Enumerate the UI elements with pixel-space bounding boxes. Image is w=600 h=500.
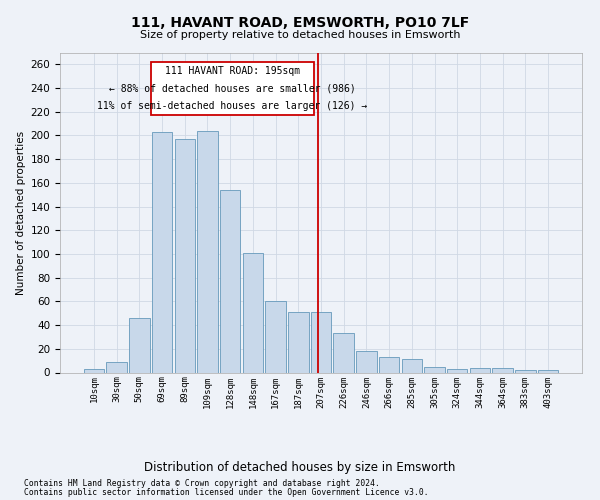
Text: Distribution of detached houses by size in Emsworth: Distribution of detached houses by size …	[145, 461, 455, 474]
Bar	[265, 302, 286, 372]
Bar	[288, 312, 308, 372]
Text: Contains public sector information licensed under the Open Government Licence v3: Contains public sector information licen…	[24, 488, 428, 497]
FancyBboxPatch shape	[151, 62, 314, 116]
Bar	[515, 370, 536, 372]
Text: Size of property relative to detached houses in Emsworth: Size of property relative to detached ho…	[140, 30, 460, 40]
Bar	[197, 130, 218, 372]
Bar	[334, 334, 354, 372]
Text: ← 88% of detached houses are smaller (986): ← 88% of detached houses are smaller (98…	[109, 84, 356, 94]
Bar	[493, 368, 513, 372]
Text: 111, HAVANT ROAD, EMSWORTH, PO10 7LF: 111, HAVANT ROAD, EMSWORTH, PO10 7LF	[131, 16, 469, 30]
Bar	[242, 253, 263, 372]
Bar	[379, 357, 400, 372]
Bar	[447, 369, 467, 372]
Bar	[175, 139, 195, 372]
Bar	[220, 190, 241, 372]
Text: 111 HAVANT ROAD: 195sqm: 111 HAVANT ROAD: 195sqm	[165, 66, 300, 76]
Bar	[106, 362, 127, 372]
Bar	[129, 318, 149, 372]
Bar	[401, 360, 422, 372]
Bar	[356, 351, 377, 372]
Text: 11% of semi-detached houses are larger (126) →: 11% of semi-detached houses are larger (…	[97, 102, 368, 112]
Text: Contains HM Land Registry data © Crown copyright and database right 2024.: Contains HM Land Registry data © Crown c…	[24, 479, 380, 488]
Bar	[152, 132, 172, 372]
Bar	[538, 370, 558, 372]
Bar	[470, 368, 490, 372]
Y-axis label: Number of detached properties: Number of detached properties	[16, 130, 26, 294]
Bar	[424, 366, 445, 372]
Bar	[311, 312, 331, 372]
Bar	[84, 369, 104, 372]
